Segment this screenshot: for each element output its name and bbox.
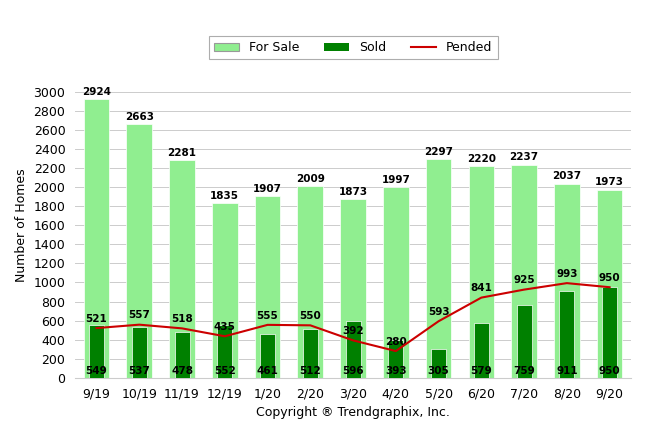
Bar (554, 184, 579, 378)
Text: 579: 579 (470, 366, 492, 376)
Y-axis label: Number of Homes: Number of Homes (15, 168, 28, 282)
Text: 2220: 2220 (467, 154, 496, 164)
Bar (340, 199, 366, 378)
Text: 435: 435 (214, 322, 236, 332)
Text: 537: 537 (129, 366, 151, 376)
Text: 911: 911 (556, 366, 578, 376)
Text: 461: 461 (256, 366, 278, 376)
Text: 1907: 1907 (253, 184, 282, 194)
Text: 280: 280 (385, 337, 407, 347)
Text: 950: 950 (599, 366, 620, 376)
Text: 2297: 2297 (424, 147, 453, 157)
Bar (132, 326, 147, 378)
Bar (89, 326, 104, 378)
Bar (559, 291, 574, 378)
Text: 478: 478 (171, 366, 193, 376)
Text: 550: 550 (300, 311, 321, 321)
Text: 1873: 1873 (339, 187, 368, 197)
Bar (260, 334, 275, 378)
Bar (517, 306, 532, 378)
Text: 1835: 1835 (211, 191, 239, 201)
Bar (212, 203, 238, 378)
Text: 593: 593 (428, 307, 450, 317)
Text: 392: 392 (342, 326, 364, 336)
Text: 993: 993 (556, 269, 578, 279)
Bar (255, 196, 280, 378)
Bar (169, 161, 195, 378)
Text: 841: 841 (470, 283, 492, 293)
Text: 518: 518 (171, 314, 193, 324)
Text: 950: 950 (599, 273, 620, 283)
Text: 2237: 2237 (510, 152, 539, 162)
Text: 759: 759 (513, 366, 535, 376)
Text: 1997: 1997 (381, 175, 410, 185)
Bar (383, 187, 409, 378)
Text: 925: 925 (514, 275, 535, 285)
Bar (431, 349, 446, 378)
Text: 549: 549 (86, 366, 107, 376)
Bar (217, 325, 233, 378)
Bar (84, 99, 109, 378)
Text: 2281: 2281 (167, 148, 196, 158)
Bar (174, 332, 189, 378)
Text: 2663: 2663 (125, 112, 154, 122)
Text: 2009: 2009 (296, 174, 325, 184)
Text: 557: 557 (129, 310, 151, 320)
Text: 2037: 2037 (552, 171, 581, 181)
Bar (388, 340, 403, 378)
Text: 2924: 2924 (82, 87, 111, 97)
Text: 305: 305 (428, 366, 450, 376)
Bar (468, 166, 494, 378)
Bar (602, 287, 617, 378)
Bar (511, 164, 537, 378)
Bar (127, 124, 152, 378)
Bar (426, 159, 452, 378)
Bar (303, 329, 318, 378)
Legend: For Sale, Sold, Pended: For Sale, Sold, Pended (209, 36, 497, 59)
Text: 521: 521 (86, 314, 107, 324)
Bar (474, 322, 489, 378)
Text: 596: 596 (342, 366, 364, 376)
Text: 1973: 1973 (595, 178, 624, 187)
Text: 552: 552 (214, 366, 236, 376)
Bar (298, 186, 323, 378)
Bar (597, 190, 623, 378)
Text: 512: 512 (300, 366, 321, 376)
Text: 393: 393 (385, 366, 406, 376)
X-axis label: Copyright ® Trendgraphix, Inc.: Copyright ® Trendgraphix, Inc. (256, 406, 450, 419)
Bar (346, 321, 360, 378)
Text: 555: 555 (256, 311, 278, 321)
